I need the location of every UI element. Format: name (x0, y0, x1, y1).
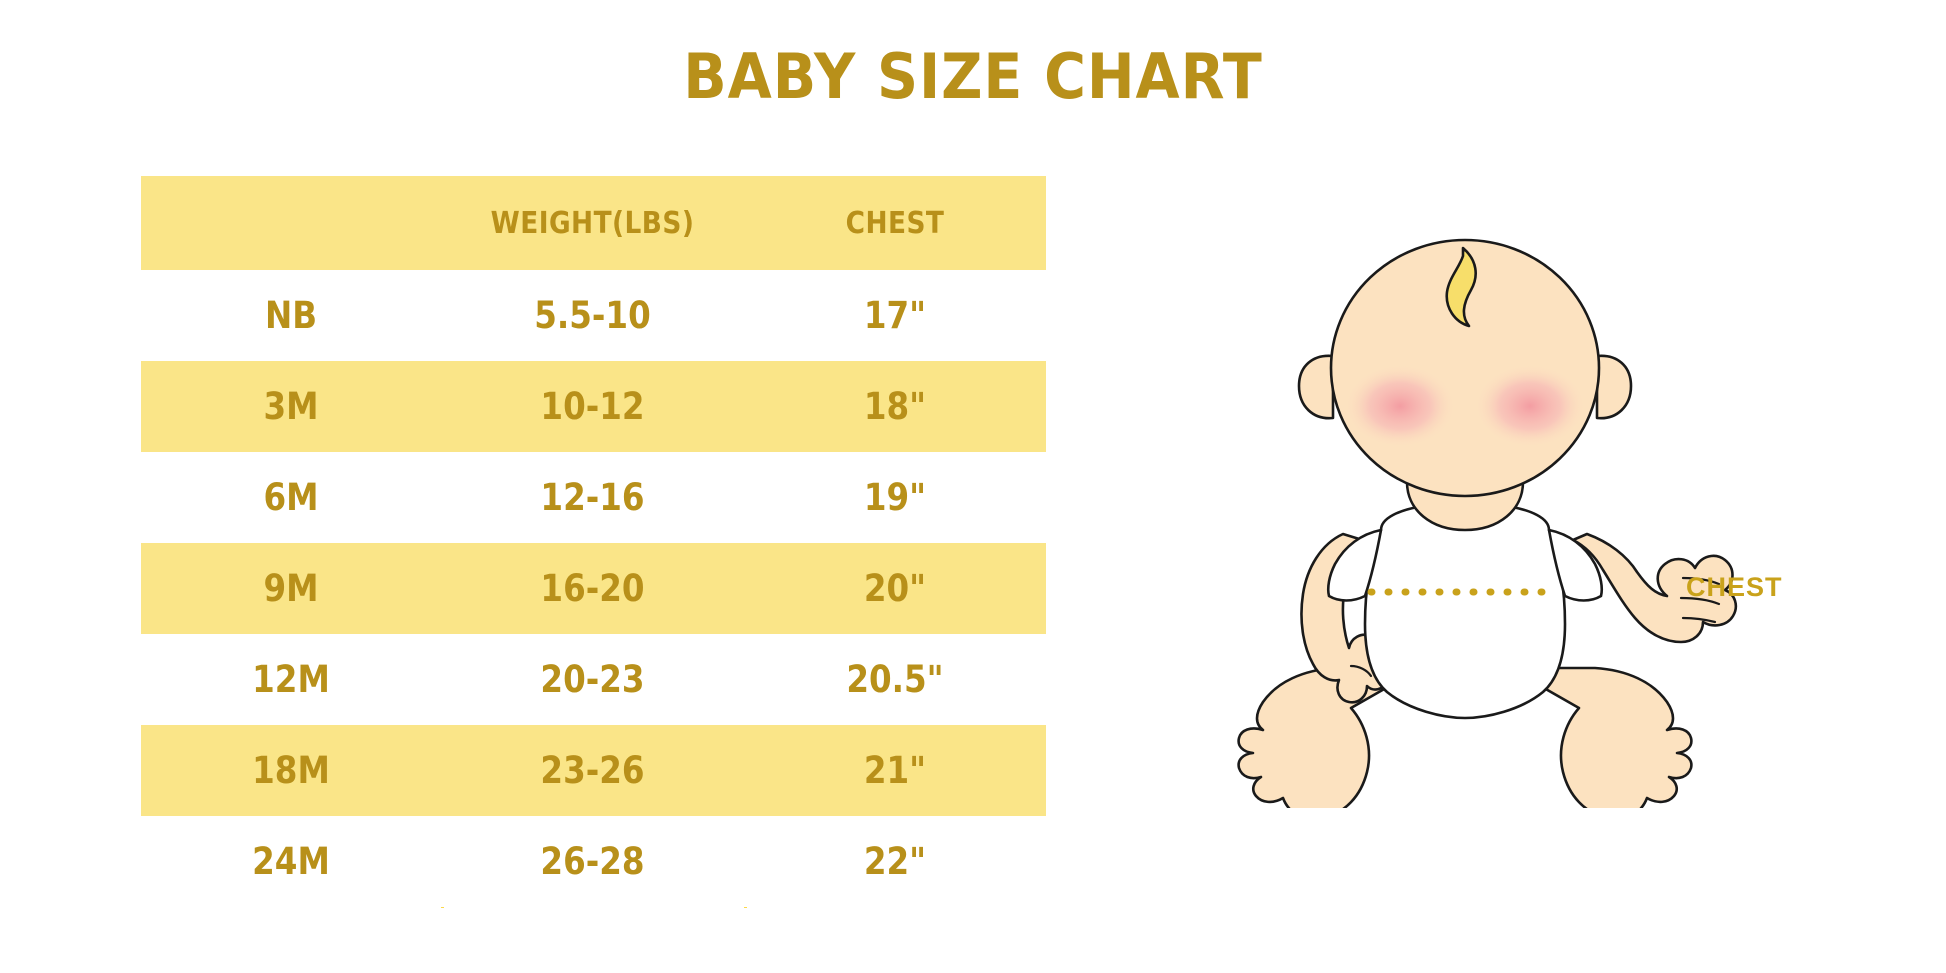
right-ear (1595, 354, 1633, 420)
cell-size: 3M (263, 385, 319, 428)
onesie (1363, 504, 1567, 720)
cell-weight: 12-16 (540, 476, 645, 519)
page-title: BABY SIZE CHART (683, 40, 1263, 113)
size-chart-table: WEIGHT(LBS) CHEST NB 5.5-10 17" 3M 10-12… (141, 176, 1046, 908)
left-sleeve (1326, 528, 1383, 602)
cell-chest: 19" (863, 476, 927, 519)
cell-weight: 5.5-10 (534, 294, 651, 337)
table-row: 12M 20-23 20.5" (141, 634, 1046, 725)
cell-weight: 23-26 (540, 749, 645, 792)
table-row: 18M 23-26 21" (141, 725, 1046, 816)
header-cell-weight: WEIGHT(LBS) (490, 205, 695, 241)
cell-size: 12M (252, 658, 330, 701)
cell-size: 24M (252, 840, 330, 883)
cell-size: 9M (263, 567, 319, 610)
table-row: 3M 10-12 18" (141, 361, 1046, 452)
cell-size: NB (264, 294, 318, 337)
left-ear (1297, 354, 1335, 420)
baby-illustration (1185, 238, 1745, 821)
cell-chest: 18" (863, 385, 927, 428)
table-row: NB 5.5-10 17" (141, 270, 1046, 361)
right-arm (1571, 532, 1738, 644)
cell-weight: 26-28 (540, 840, 645, 883)
left-leg (1237, 666, 1423, 821)
left-cheek (1344, 364, 1456, 448)
cell-chest: 20" (863, 567, 927, 610)
cell-chest: 20.5" (846, 658, 944, 701)
cell-weight: 20-23 (540, 658, 645, 701)
cell-chest: 22" (863, 840, 927, 883)
cell-weight: 16-20 (540, 567, 645, 610)
cell-weight: 10-12 (540, 385, 645, 428)
right-leg (1507, 666, 1693, 821)
chest-measurement-label: CHEST (1686, 572, 1783, 602)
hair-curl (1445, 246, 1477, 328)
table-row: 24M 26-28 22" (141, 816, 1046, 907)
cell-size: 6M (263, 476, 319, 519)
cell-chest: 17" (863, 294, 927, 337)
right-sleeve (1547, 528, 1604, 602)
left-arm (1300, 532, 1390, 704)
table-row: 6M 12-16 19" (141, 452, 1046, 543)
cell-chest: 21" (863, 749, 927, 792)
right-cheek (1474, 364, 1586, 448)
cell-size: 18M (252, 749, 330, 792)
table-header-row: WEIGHT(LBS) CHEST (141, 176, 1046, 270)
table-row: 9M 16-20 20" (141, 543, 1046, 634)
header-cell-chest: CHEST (845, 205, 945, 241)
